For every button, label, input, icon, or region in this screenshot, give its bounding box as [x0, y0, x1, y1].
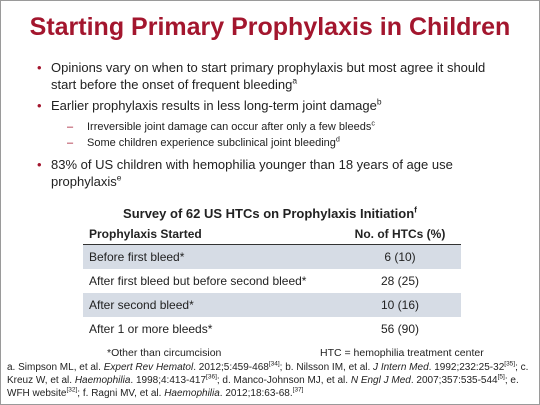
- table-cell: After second bleed*: [83, 293, 339, 317]
- reference-text: [37]: [292, 386, 304, 394]
- bullet: 83% of US children with hemophilia young…: [37, 156, 511, 190]
- bullet: Earlier prophylaxis results in less long…: [37, 96, 511, 114]
- reference-text: . 1992;232:25-32: [428, 362, 505, 373]
- bullet-text: Some children experience subclinical joi…: [87, 137, 336, 149]
- reference-text: Haemophilia: [74, 375, 131, 386]
- table-cell: After 1 or more bleeds*: [89, 322, 213, 336]
- reference-text: ; e. WFH website: [7, 375, 519, 399]
- header-row: Prophylaxis Started No. of HTCs (%): [83, 224, 461, 245]
- reference-text: Expert Rev Hematol: [103, 362, 194, 373]
- reference-text: [34]: [268, 360, 280, 368]
- footnote: HTC = hemophilia treatment center: [320, 347, 484, 359]
- reference-text: J Intern Med: [373, 362, 429, 373]
- superscript: c: [371, 119, 375, 128]
- reference-text: . 2012;5:459-468: [193, 362, 269, 373]
- slide-title: Starting Primary Prophylaxis in Children: [29, 13, 511, 41]
- table-title: Survey of 62 US HTCs on Prophylaxis Init…: [1, 204, 539, 221]
- reference-text: a. Simpson ML, et al.: [7, 362, 104, 373]
- reference-text: [5]: [497, 373, 505, 381]
- table-cell: 6 (10): [339, 244, 461, 269]
- reference-text: Haemophilia: [164, 388, 220, 399]
- table-cell: 56 (90): [380, 322, 420, 336]
- table-row: Before first bleed* 6 (10): [83, 244, 461, 269]
- table-cell: Before first bleed*: [83, 244, 339, 269]
- reference-text: ; f. Ragni MV, et al.: [77, 388, 165, 399]
- references: a. Simpson ML, et al. Expert Rev Hematol…: [7, 361, 535, 400]
- table-title-text: Survey of 62 US HTCs on Prophylaxis Init…: [123, 206, 415, 221]
- table-cell: 28 (25): [380, 274, 420, 288]
- reference-text: . 1998;4:413-417: [130, 375, 207, 386]
- superscript: b: [376, 96, 382, 107]
- reference-text: N Engl J Med: [350, 375, 411, 386]
- header-cell: No. of HTCs (%): [339, 224, 461, 245]
- table: Prophylaxis Started No. of HTCs (%) Befo…: [83, 224, 461, 341]
- table-body: Before first bleed* 6 (10) After first ble…: [83, 244, 461, 342]
- table-row: After first bleed but before second blee…: [83, 269, 461, 293]
- header-cell: Prophylaxis Started: [83, 224, 339, 245]
- superscript: e: [116, 172, 122, 183]
- superscript: d: [335, 135, 340, 144]
- reference-text: ; c. Kreuz W, et al.: [7, 362, 529, 386]
- bullet-text: 83% of US children with hemophilia young…: [51, 157, 453, 189]
- reference-text: [36]: [206, 373, 217, 381]
- table-row: After 1 or more bleeds* 56 (90): [83, 317, 461, 341]
- superscript: a: [292, 75, 298, 86]
- bullet: Opinions vary on when to start primary p…: [37, 59, 511, 93]
- table-cell: 10 (16): [339, 293, 461, 317]
- bullet-text: Irreversible joint damage can occur afte…: [87, 121, 372, 133]
- reference-text: [35]: [504, 360, 516, 368]
- reference-text: ; b. Nilsson IM, et al.: [279, 362, 374, 373]
- reference-text: [32]: [66, 386, 78, 394]
- sub-bullet: Irreversible joint damage can occur afte…: [67, 119, 507, 135]
- bullet-text: Opinions vary on when to start primary p…: [51, 60, 486, 92]
- footnote: *Other than circumcision: [107, 347, 222, 359]
- table-cell: After first bleed but before second blee…: [89, 274, 307, 288]
- sub-bullet: Some children experience subclinical joi…: [67, 135, 507, 151]
- reference-text: . 2007;357:535-544: [410, 375, 498, 386]
- bullet-text: Earlier prophylaxis results in less long…: [51, 98, 377, 113]
- reference-text: . 2012;18:63-68.: [219, 388, 293, 399]
- table-row: After second bleed* 10 (16): [83, 293, 461, 317]
- superscript: f: [414, 204, 417, 215]
- reference-text: ; d. Manco-Johnson MJ, et al.: [216, 375, 351, 386]
